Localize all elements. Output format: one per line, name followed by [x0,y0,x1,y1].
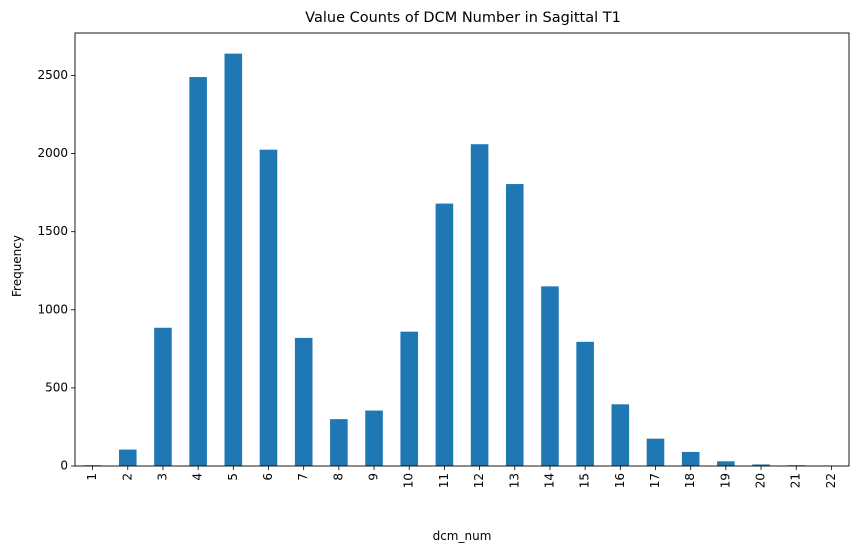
plot-frame [74,32,850,467]
x-tick-label-8: 8 [331,473,345,481]
bar-12 [470,144,489,466]
x-tick-label-12: 12 [472,473,486,488]
x-tick-label-20: 20 [754,473,768,488]
x-tick-label-5: 5 [226,473,240,481]
bar-15 [576,341,594,466]
x-tick-label-16: 16 [613,473,627,488]
bar-2 [118,449,137,466]
bar-5 [224,53,243,467]
y-tick-label-0: 0 [60,459,68,473]
x-tick-label-1: 1 [85,473,99,481]
bar-9 [365,410,383,466]
x-tick-label-19: 19 [718,473,732,488]
bar-7 [294,337,313,466]
x-tick-label-2: 2 [120,473,134,481]
y-tick-label-1500: 1500 [37,224,68,238]
bar-18 [681,451,700,466]
x-tick-label-18: 18 [683,473,697,488]
x-tick-label-4: 4 [191,473,205,481]
x-axis-ticks: 1 2 3 4 5 6 7 8 9 10 11 12 13 14 15 16 17 18 19 20 21 22 [85,466,838,488]
bar-13 [505,184,524,467]
x-tick-label-3: 3 [155,473,169,481]
bar-3 [154,327,172,466]
bar-17 [646,438,665,466]
x-tick-label-17: 17 [648,473,662,488]
y-tick-label-500: 500 [45,380,68,394]
bars-group [83,53,841,467]
bar-8 [330,419,348,466]
bar-4 [189,77,207,467]
y-axis-ticks: 0 500 1000 1500 2000 2500 [37,68,75,473]
x-tick-label-9: 9 [367,473,381,481]
y-axis-title: Frequency [10,235,24,297]
x-tick-label-14: 14 [542,473,556,488]
y-tick-label-2000: 2000 [37,146,68,160]
bar-14 [541,286,559,466]
x-tick-label-7: 7 [296,473,310,481]
chart-title: Value Counts of DCM Number in Sagittal T… [305,10,621,26]
y-tick-label-2500: 2500 [37,68,68,82]
x-tick-label-13: 13 [507,473,521,488]
bar-11 [435,203,454,466]
x-tick-label-6: 6 [261,473,275,481]
x-tick-label-10: 10 [402,473,416,488]
bar-6 [259,149,278,466]
bar-10 [400,331,419,466]
x-tick-label-22: 22 [824,473,838,488]
x-tick-label-15: 15 [578,473,592,488]
bar-16 [611,404,630,466]
x-tick-label-11: 11 [437,473,451,488]
y-tick-label-1000: 1000 [37,302,68,316]
x-axis-title: dcm_num [433,529,492,543]
x-tick-label-21: 21 [789,473,803,488]
bar-19 [717,461,735,466]
bar-20 [752,464,770,466]
